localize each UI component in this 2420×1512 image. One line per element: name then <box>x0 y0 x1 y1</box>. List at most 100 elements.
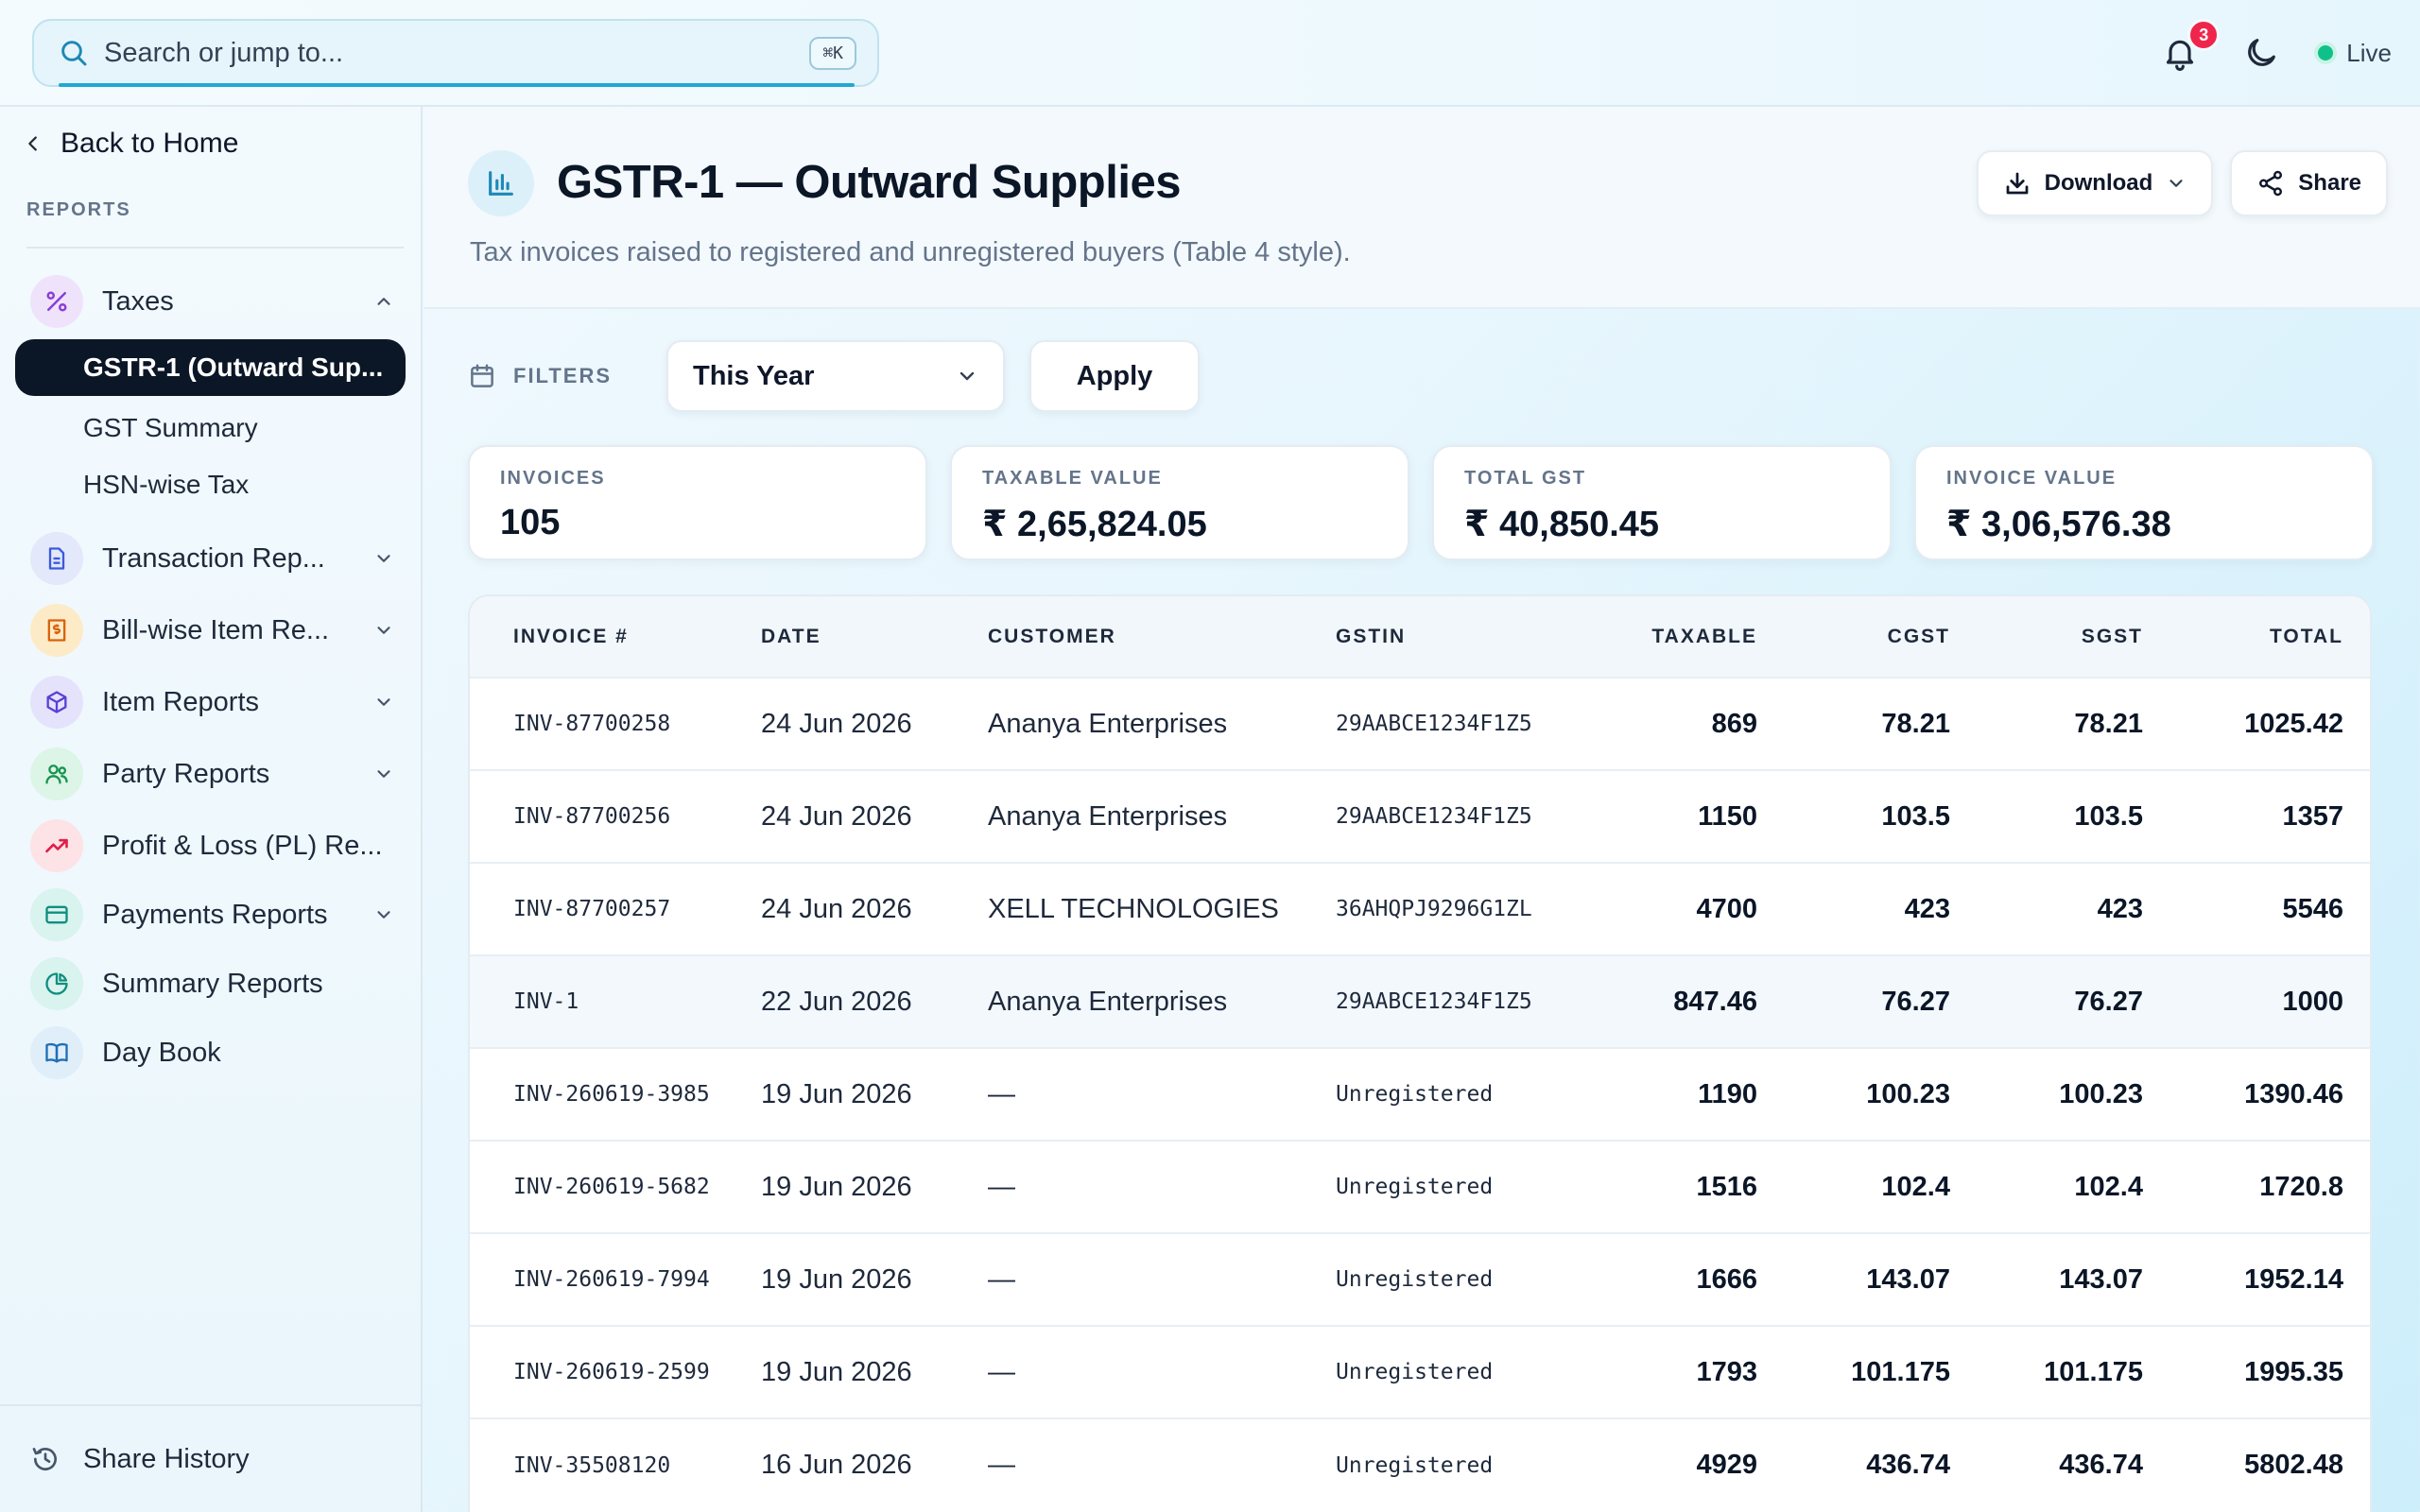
sidebar-divider <box>26 247 404 249</box>
cell-cgst: 436.74 <box>1866 1450 1950 1480</box>
sidebar-item-label: Bill-wise Item Re... <box>102 614 330 645</box>
column-header-gstin[interactable]: GSTIN <box>1336 625 1407 647</box>
cell-taxable: 869 <box>1711 708 1757 739</box>
box-icon <box>30 676 83 729</box>
sidebar-item-summary-reports[interactable]: Summary Reports <box>0 948 421 1020</box>
column-header-taxable[interactable]: TAXABLE <box>1651 625 1757 647</box>
table-row[interactable]: INV-87700257 24 Jun 2026 XELL TECHNOLOGI… <box>470 863 2370 955</box>
search-input[interactable] <box>104 37 810 69</box>
sidebar-item-label: Transaction Rep... <box>102 542 325 574</box>
table-row[interactable]: INV-35508120 16 Jun 2026 — Unregistered … <box>470 1418 2370 1511</box>
live-label: Live <box>2346 38 2392 67</box>
cell-total: 1000 <box>2282 986 2343 1017</box>
back-label: Back to Home <box>60 128 239 159</box>
filters-label: FILTERS <box>468 362 666 390</box>
cell-sgst: 423 <box>2097 893 2143 924</box>
cell-cgst: 423 <box>1904 893 1950 924</box>
bell-icon <box>2167 40 2194 71</box>
cell-invoice: INV-87700258 <box>513 712 671 736</box>
cell-gstin: Unregistered <box>1336 1175 1494 1199</box>
document-icon <box>30 532 83 585</box>
table-row[interactable]: INV-260619-2599 19 Jun 2026 — Unregister… <box>470 1326 2370 1418</box>
column-header-sgst[interactable]: SGST <box>2081 625 2143 647</box>
cell-sgst: 102.4 <box>2074 1171 2143 1202</box>
apply-button[interactable]: Apply <box>1029 340 1200 412</box>
download-button[interactable]: Download <box>1976 150 2214 216</box>
table-row[interactable]: INV-260619-3985 19 Jun 2026 — Unregister… <box>470 1048 2370 1141</box>
column-header-total[interactable]: TOTAL <box>2269 625 2343 647</box>
sidebar-subitem-hsn-tax[interactable]: HSN-wise Tax <box>83 470 250 499</box>
stat-card-taxable-value: TAXABLE VALUE ₹ 2,65,824.05 <box>950 445 1409 560</box>
sidebar-item-payments-reports[interactable]: Payments Reports <box>0 882 421 948</box>
cell-date: 24 Jun 2026 <box>761 893 912 924</box>
column-header-customer[interactable]: CUSTOMER <box>988 625 1116 647</box>
book-icon <box>30 1026 83 1079</box>
history-icon <box>32 1448 57 1470</box>
theme-toggle[interactable] <box>2242 34 2280 72</box>
download-icon <box>2006 172 2029 195</box>
cell-date: 19 Jun 2026 <box>761 1356 912 1387</box>
stat-label: INVOICES <box>500 468 606 489</box>
cell-customer: Ananya Enterprises <box>988 708 1228 739</box>
period-select[interactable]: This Year <box>666 340 1005 412</box>
cell-customer: XELL TECHNOLOGIES <box>988 893 1279 924</box>
sidebar-item-transaction-reports[interactable]: Transaction Rep... <box>0 523 421 594</box>
pie-icon <box>30 957 83 1010</box>
cell-total: 1390.46 <box>2244 1078 2343 1109</box>
table-row[interactable]: INV-260619-7994 19 Jun 2026 — Unregister… <box>470 1233 2370 1326</box>
sidebar-subitem-gstr1[interactable]: GSTR-1 (Outward Sup... <box>15 339 406 396</box>
sidebar: Back to Home REPORTS Taxes GSTR-1 (Outwa… <box>0 107 423 1512</box>
cell-invoice: INV-260619-7994 <box>513 1267 710 1292</box>
page-subtitle: Tax invoices raised to registered and un… <box>470 237 1351 267</box>
cell-cgst: 78.21 <box>1881 708 1950 739</box>
chevron-down-icon <box>959 371 975 381</box>
chevron-down-icon <box>377 698 390 706</box>
share-history-label: Share History <box>83 1443 250 1474</box>
sidebar-item-day-book[interactable]: Day Book <box>0 1020 421 1086</box>
stats-row: INVOICES 105 TAXABLE VALUE ₹ 2,65,824.05… <box>468 445 2374 560</box>
cell-cgst: 102.4 <box>1881 1171 1950 1202</box>
sidebar-item-item-reports[interactable]: Item Reports <box>0 666 421 738</box>
table-row[interactable]: INV-1 22 Jun 2026 Ananya Enterprises 29A… <box>470 955 2370 1048</box>
cell-gstin: Unregistered <box>1336 1452 1494 1478</box>
sidebar-item-label: Item Reports <box>102 686 259 717</box>
table-row[interactable]: INV-87700258 24 Jun 2026 Ananya Enterpri… <box>470 678 2370 770</box>
page-header: GSTR-1 — Outward Supplies Tax invoices r… <box>424 107 2420 309</box>
cell-total: 5546 <box>2282 893 2343 924</box>
back-to-home-link[interactable]: Back to Home <box>23 128 238 160</box>
column-header-cgst[interactable]: CGST <box>1887 625 1950 647</box>
cell-cgst: 103.5 <box>1881 800 1950 832</box>
cell-gstin: 36AHQPJ9296G1ZL <box>1336 897 1532 921</box>
sidebar-item-profit-loss[interactable]: Profit & Loss (PL) Re... <box>0 810 421 882</box>
sidebar-item-taxes[interactable]: Taxes <box>0 267 421 335</box>
notifications-button[interactable]: 3 <box>2161 19 2221 72</box>
stat-value: 105 <box>500 503 561 542</box>
sidebar-subitem-gst-summary[interactable]: GST Summary <box>83 413 258 442</box>
notification-badge: 3 <box>2187 19 2221 51</box>
column-header-invoice[interactable]: INVOICE # <box>513 625 629 647</box>
cell-date: 19 Jun 2026 <box>761 1171 912 1202</box>
bill-icon <box>30 604 83 657</box>
stat-value: ₹ 3,06,576.38 <box>1946 505 2171 544</box>
global-search[interactable]: ⌘K <box>32 19 879 87</box>
table-body: INV-87700258 24 Jun 2026 Ananya Enterpri… <box>470 678 2370 1511</box>
share-button[interactable]: Share <box>2230 150 2388 216</box>
cell-customer: — <box>988 1078 1015 1109</box>
sidebar-item-bill-wise[interactable]: Bill-wise Item Re... <box>0 594 421 666</box>
stat-value: ₹ 40,850.45 <box>1464 505 1660 544</box>
share-history-link[interactable]: Share History <box>0 1404 421 1512</box>
cell-cgst: 76.27 <box>1881 986 1950 1017</box>
table-row[interactable]: INV-87700256 24 Jun 2026 Ananya Enterpri… <box>470 770 2370 863</box>
cell-invoice: INV-260619-3985 <box>513 1082 710 1107</box>
period-value: This Year <box>693 360 815 391</box>
table-row[interactable]: INV-260619-5682 19 Jun 2026 — Unregister… <box>470 1141 2370 1233</box>
column-header-date[interactable]: DATE <box>761 625 821 647</box>
cell-invoice: INV-260619-2599 <box>513 1360 710 1384</box>
users-icon <box>30 747 83 800</box>
chevron-up-icon <box>377 298 390 305</box>
page-title: GSTR-1 — Outward Supplies <box>557 157 1181 208</box>
cell-sgst: 103.5 <box>2074 800 2143 832</box>
sidebar-item-party-reports[interactable]: Party Reports <box>0 738 421 810</box>
live-status: Live <box>2318 39 2392 68</box>
trend-up-icon <box>30 819 83 872</box>
